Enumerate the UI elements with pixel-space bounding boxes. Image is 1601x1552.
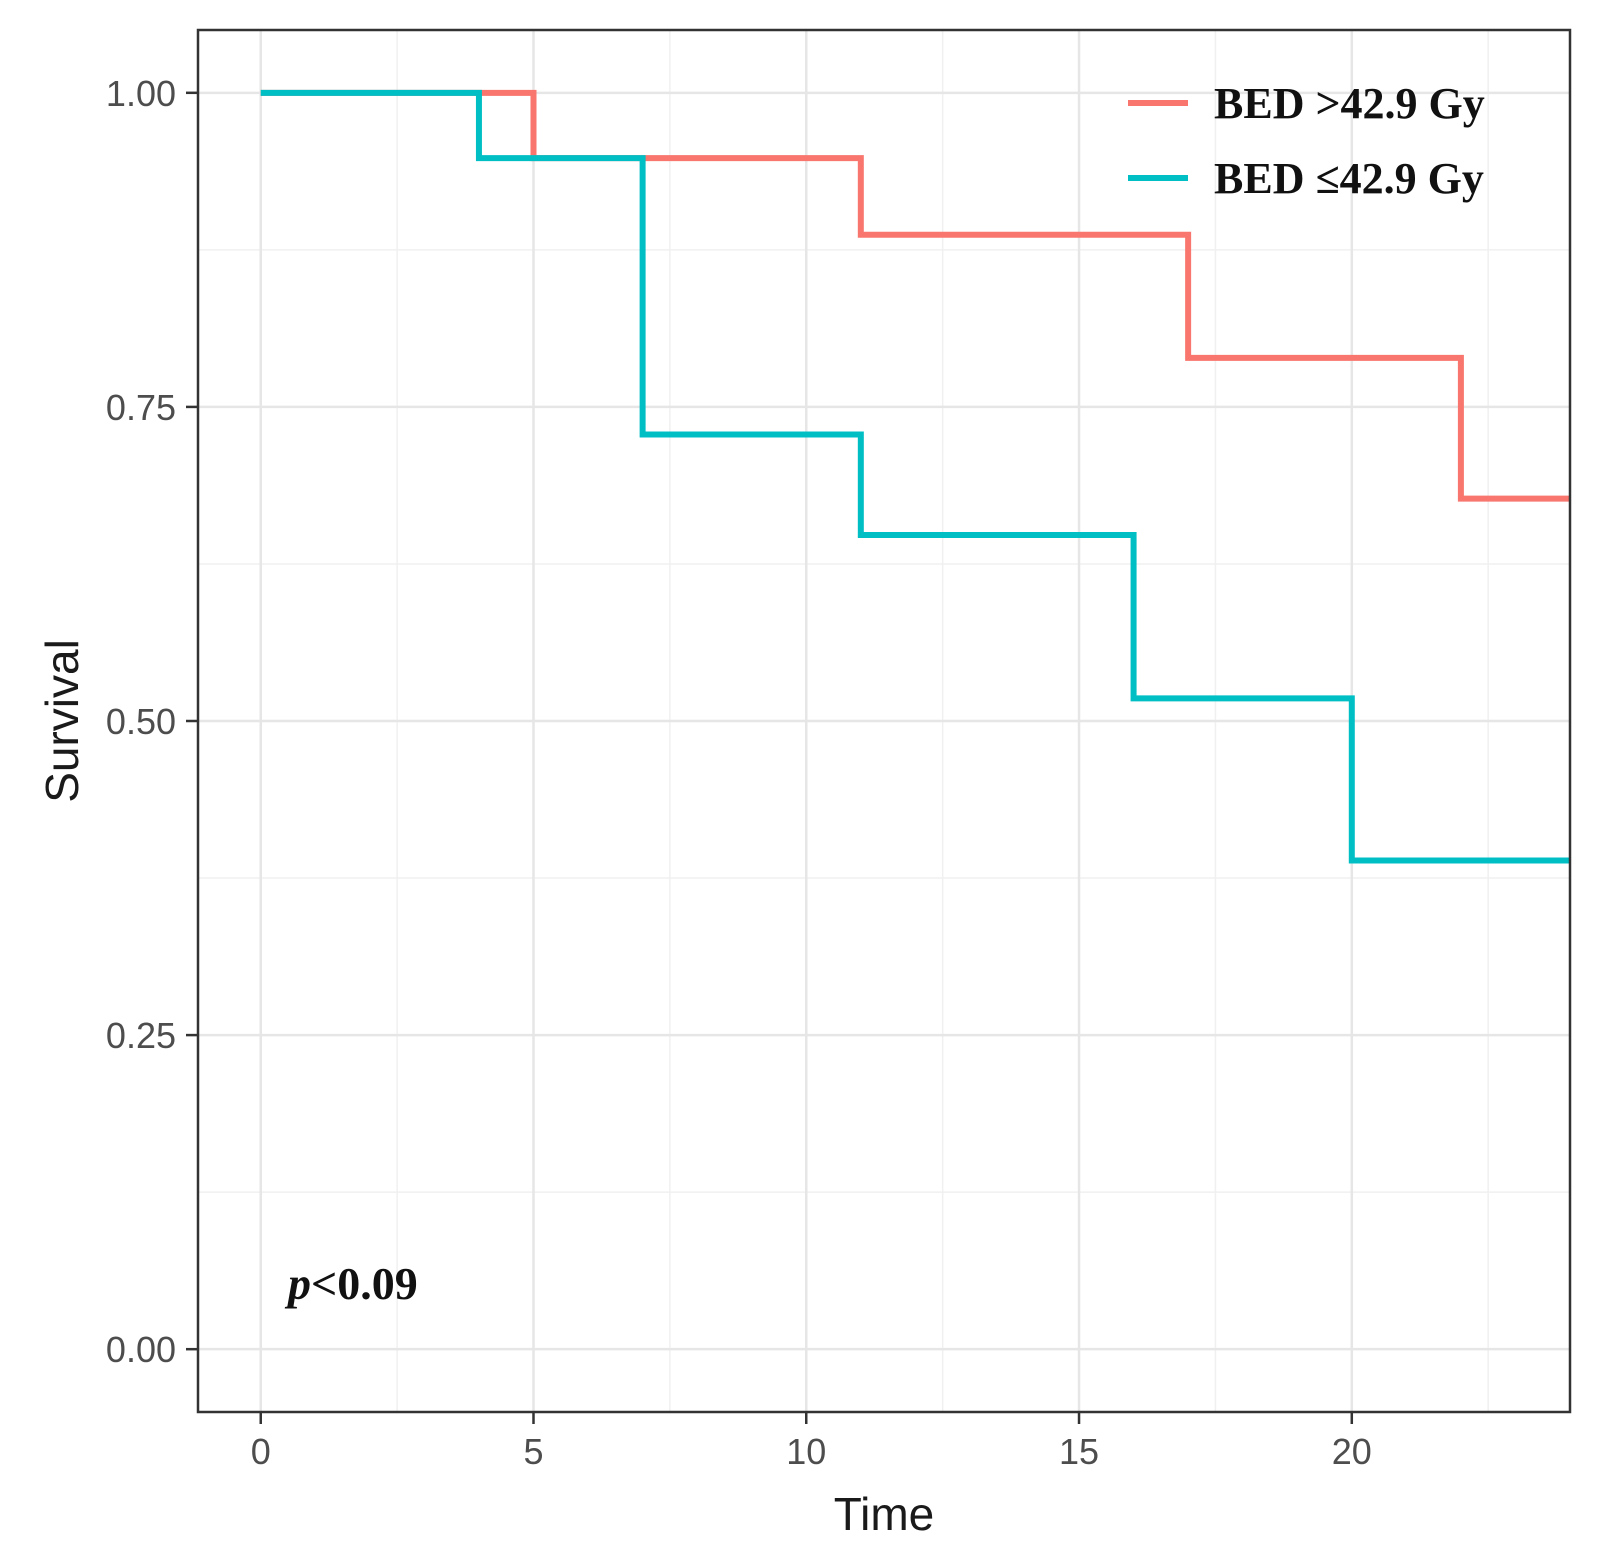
survival-step-line (260, 89, 1570, 864)
x-tick-label: 0 (251, 1431, 271, 1472)
p-value-symbol: p (284, 1258, 311, 1309)
x-tick-label: 20 (1332, 1431, 1372, 1472)
y-tick-label: 0.00 (106, 1329, 176, 1370)
x-axis-title: Time (834, 1488, 935, 1540)
legend: BED >42.9 Gy BED ≤42.9 Gy (1128, 79, 1485, 203)
p-value-threshold: <0.09 (311, 1258, 418, 1309)
x-tick-label: 5 (523, 1431, 543, 1472)
y-tick-label: 1.00 (106, 73, 176, 114)
y-tick-label: 0.75 (106, 387, 176, 428)
p-value-annotation: p<0.09 (284, 1258, 418, 1309)
survival-step-line (260, 89, 1570, 502)
axes: 0 5 10 15 20 0.00 0.25 0.50 0.75 1.00 (106, 73, 1372, 1472)
x-tick-label: 10 (786, 1431, 826, 1472)
y-tick-label: 0.50 (106, 701, 176, 742)
legend-label: BED >42.9 Gy (1214, 79, 1485, 128)
series-lines (260, 89, 1570, 864)
y-tick-label: 0.25 (106, 1015, 176, 1056)
x-tick-label: 15 (1059, 1431, 1099, 1472)
y-axis-title: Survival (36, 639, 88, 803)
legend-label: BED ≤42.9 Gy (1214, 154, 1484, 203)
